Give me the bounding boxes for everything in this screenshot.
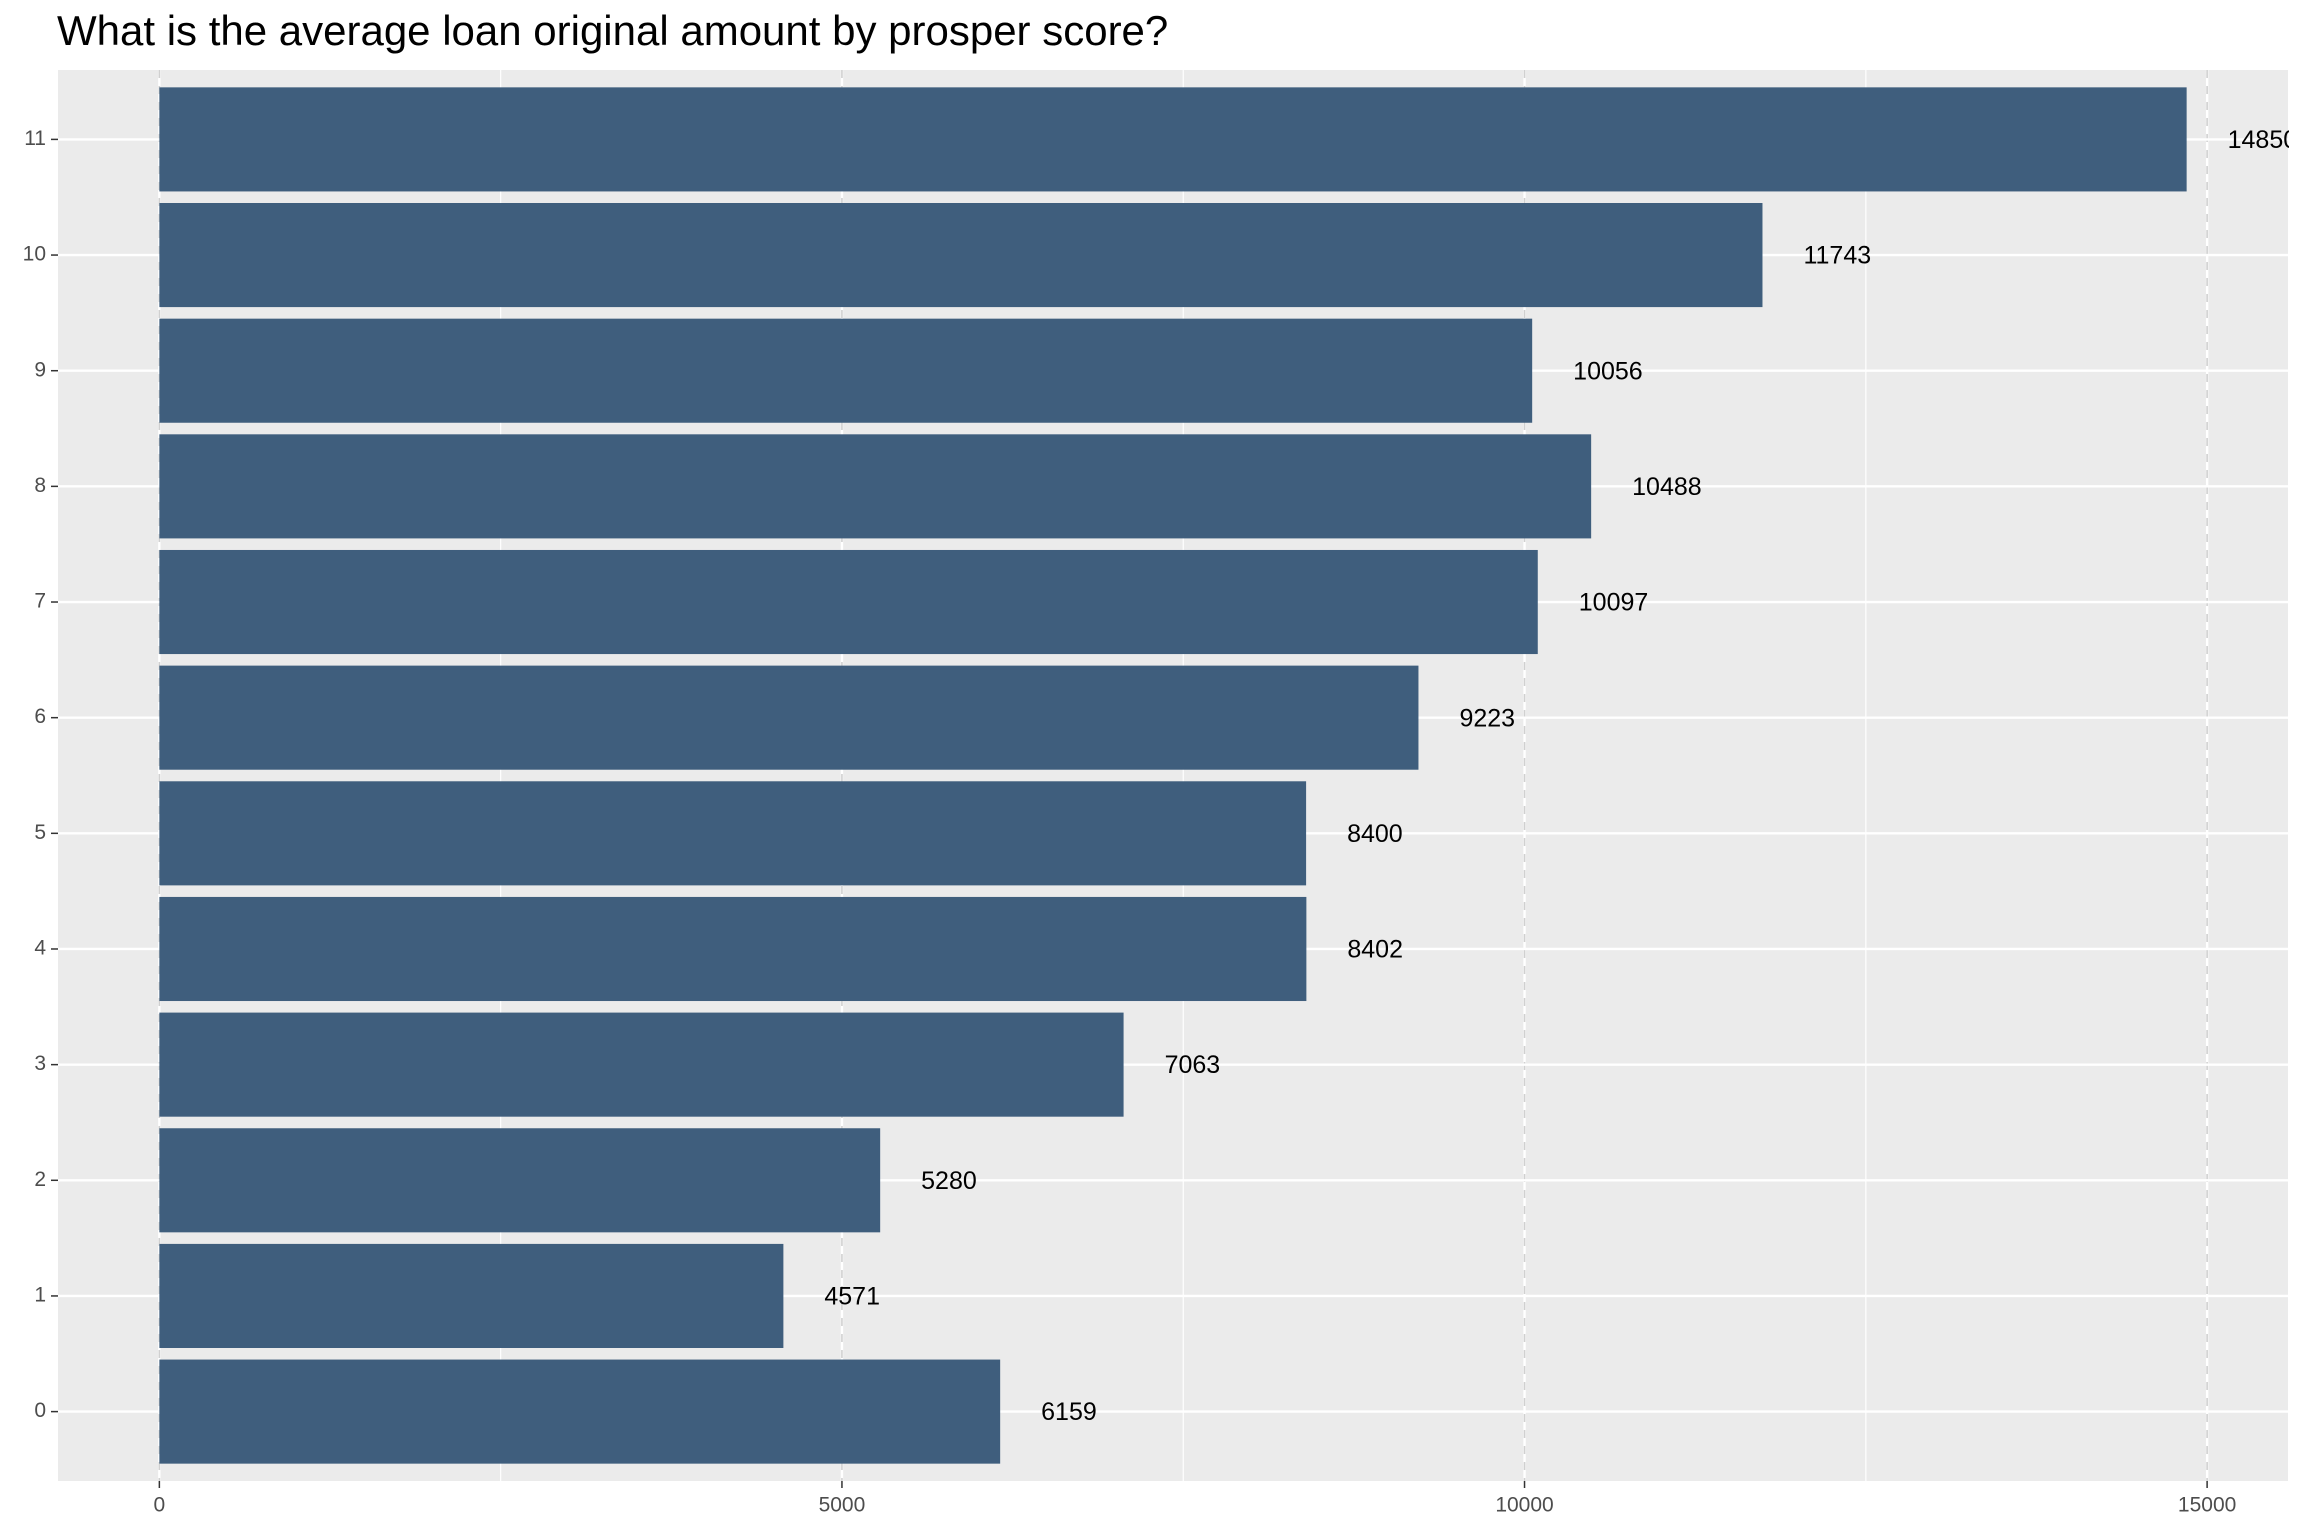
y-tick-label: 1 bbox=[34, 1283, 46, 1306]
bar bbox=[159, 781, 1307, 886]
data-label: 4571 bbox=[824, 1283, 880, 1311]
y-tick-label: 9 bbox=[34, 358, 46, 381]
x-tick-label: 5000 bbox=[819, 1494, 866, 1517]
y-tick-label: 7 bbox=[34, 590, 46, 613]
data-label: 11743 bbox=[1803, 242, 1871, 270]
data-label: 10488 bbox=[1632, 473, 1702, 501]
bar bbox=[159, 1359, 1001, 1464]
y-tick-label: 3 bbox=[34, 1052, 46, 1075]
y-tick-label: 11 bbox=[24, 127, 46, 150]
data-label: 10056 bbox=[1573, 357, 1643, 385]
data-label: 9223 bbox=[1459, 704, 1515, 732]
y-tick-label: 2 bbox=[34, 1168, 46, 1191]
y-tick-label: 6 bbox=[34, 705, 46, 728]
data-label: 7063 bbox=[1165, 1051, 1221, 1079]
data-label: 6159 bbox=[1041, 1398, 1097, 1426]
x-tick-label: 0 bbox=[154, 1494, 166, 1517]
data-label: 10097 bbox=[1579, 589, 1649, 617]
bar bbox=[159, 896, 1307, 1002]
bar bbox=[159, 318, 1533, 423]
data-label: 8400 bbox=[1347, 820, 1403, 848]
bars: 6159 4571 5280 7063 8402 8400 9223 10097 10488 10… bbox=[58, 87, 2298, 1464]
bar bbox=[159, 549, 1538, 655]
bar bbox=[159, 1128, 881, 1233]
y-tick-label: 4 bbox=[34, 937, 46, 960]
bar bbox=[159, 665, 1419, 770]
bar bbox=[159, 434, 1592, 539]
bar bbox=[159, 1243, 784, 1348]
data-label: 8402 bbox=[1347, 936, 1403, 964]
x-tick-label: 15000 bbox=[2178, 1494, 2236, 1517]
y-tick-label: 8 bbox=[34, 474, 46, 497]
data-label: 14850 bbox=[2228, 126, 2298, 154]
y-tick-label: 10 bbox=[23, 243, 46, 266]
bar bbox=[159, 1012, 1124, 1117]
bar bbox=[159, 203, 1763, 308]
y-tick-label: 0 bbox=[34, 1399, 46, 1422]
bar bbox=[159, 87, 2187, 192]
y-tick-label: 5 bbox=[34, 821, 46, 844]
chart-title: What is the average loan original amount… bbox=[57, 7, 1168, 54]
data-label: 5280 bbox=[921, 1167, 977, 1195]
x-tick-label: 10000 bbox=[1495, 1494, 1553, 1517]
